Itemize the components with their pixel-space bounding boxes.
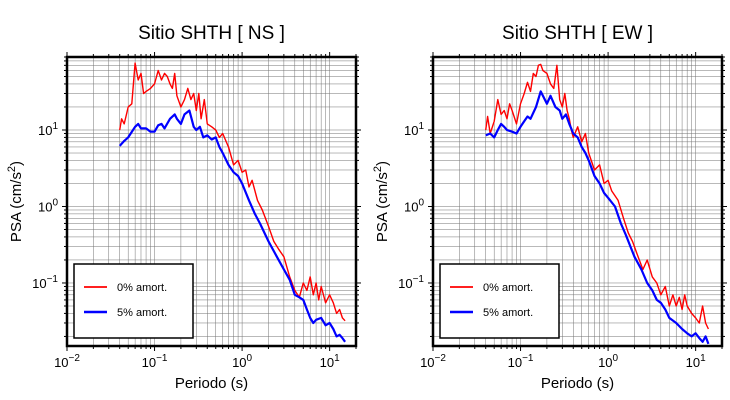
chart-panel-2: 10−2 10−1 100 101 10−1 100 101 Sitio SHTH [ EW … (372, 23, 727, 392)
plot-frame (431, 55, 724, 348)
legend: 0% amort. 5% amort. (73, 263, 194, 339)
y-tick-label: 10−1 (398, 274, 424, 291)
grid-lines (66, 56, 357, 346)
y-tick-label: 101 (404, 121, 424, 138)
y-tick-label: 100 (404, 197, 424, 214)
x-axis-label: Periodo (s) (175, 375, 248, 392)
legend-box (73, 263, 194, 339)
x-tick-label: 10−2 (420, 353, 446, 370)
x-tick-label: 101 (320, 353, 340, 370)
series-line-amort-5 (118, 109, 346, 343)
y-tick-label: 10−1 (32, 274, 58, 291)
chart-title: Sitio SHTH [ EW ] (502, 23, 653, 44)
series-line-amort-0 (485, 63, 710, 330)
y-axis-label: PSA (cm/s2) (6, 161, 25, 242)
legend-label: 0% amort. (117, 282, 167, 294)
legend-label: 5% amort. (117, 307, 167, 319)
legend-box (439, 263, 560, 339)
series-line-amort-0 (119, 62, 346, 322)
chart-panel-1: 10−2 10−1 100 101 10−1 100 101 Sitio SHTH [ NS … (6, 23, 361, 392)
chart-title: Sitio SHTH [ NS ] (138, 23, 285, 44)
x-tick-label: 100 (232, 353, 252, 370)
x-axis-label: Periodo (s) (541, 375, 614, 392)
y-axis-label: PSA (cm/s2) (372, 161, 391, 242)
legend: 0% amort. 5% amort. (439, 263, 560, 339)
x-tick-label: 100 (598, 353, 618, 370)
x-tick-label: 10−1 (142, 353, 168, 370)
x-tick-label: 101 (686, 353, 706, 370)
x-tick-label: 10−1 (508, 353, 534, 370)
legend-label: 0% amort. (483, 282, 533, 294)
y-tick-label: 100 (38, 197, 58, 214)
y-tick-label: 101 (38, 121, 58, 138)
legend-label: 5% amort. (483, 307, 533, 319)
plot-frame (65, 55, 358, 348)
x-tick-label: 10−2 (54, 353, 80, 370)
series-line-amort-5 (485, 90, 710, 345)
